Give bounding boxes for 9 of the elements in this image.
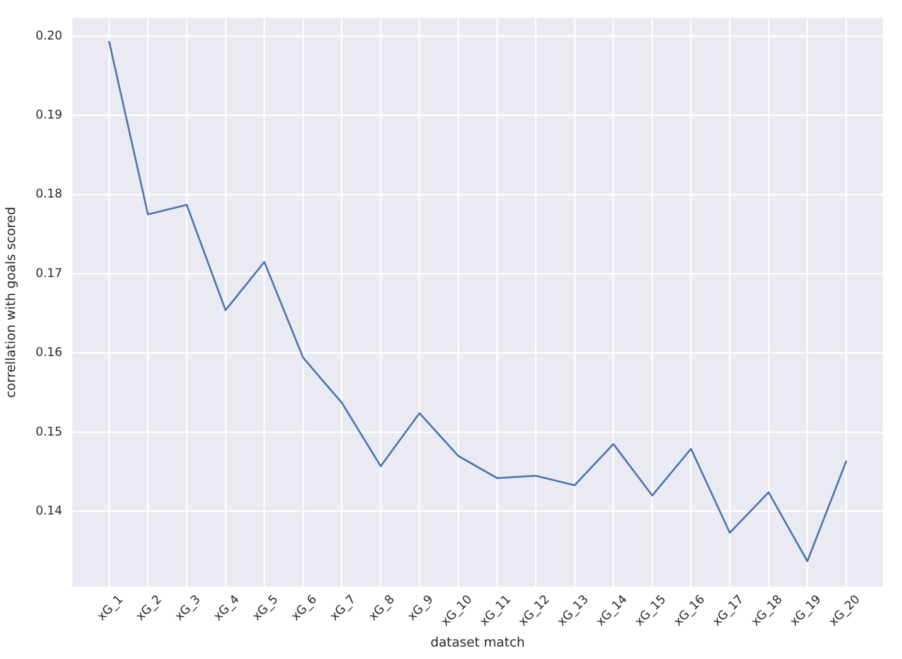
y-tick-label: 0.17 <box>36 266 62 280</box>
x-axis-title: dataset match <box>430 636 525 651</box>
y-tick-label: 0.20 <box>36 28 62 42</box>
y-tick-label: 0.14 <box>36 503 62 518</box>
y-axis-title: correllation with goals scored <box>4 206 20 398</box>
y-tick-label: 0.15 <box>36 424 62 438</box>
y-tick-label: 0.19 <box>36 108 62 122</box>
y-tick-label: 0.16 <box>36 345 62 360</box>
y-tick-label: 0.18 <box>36 186 62 201</box>
